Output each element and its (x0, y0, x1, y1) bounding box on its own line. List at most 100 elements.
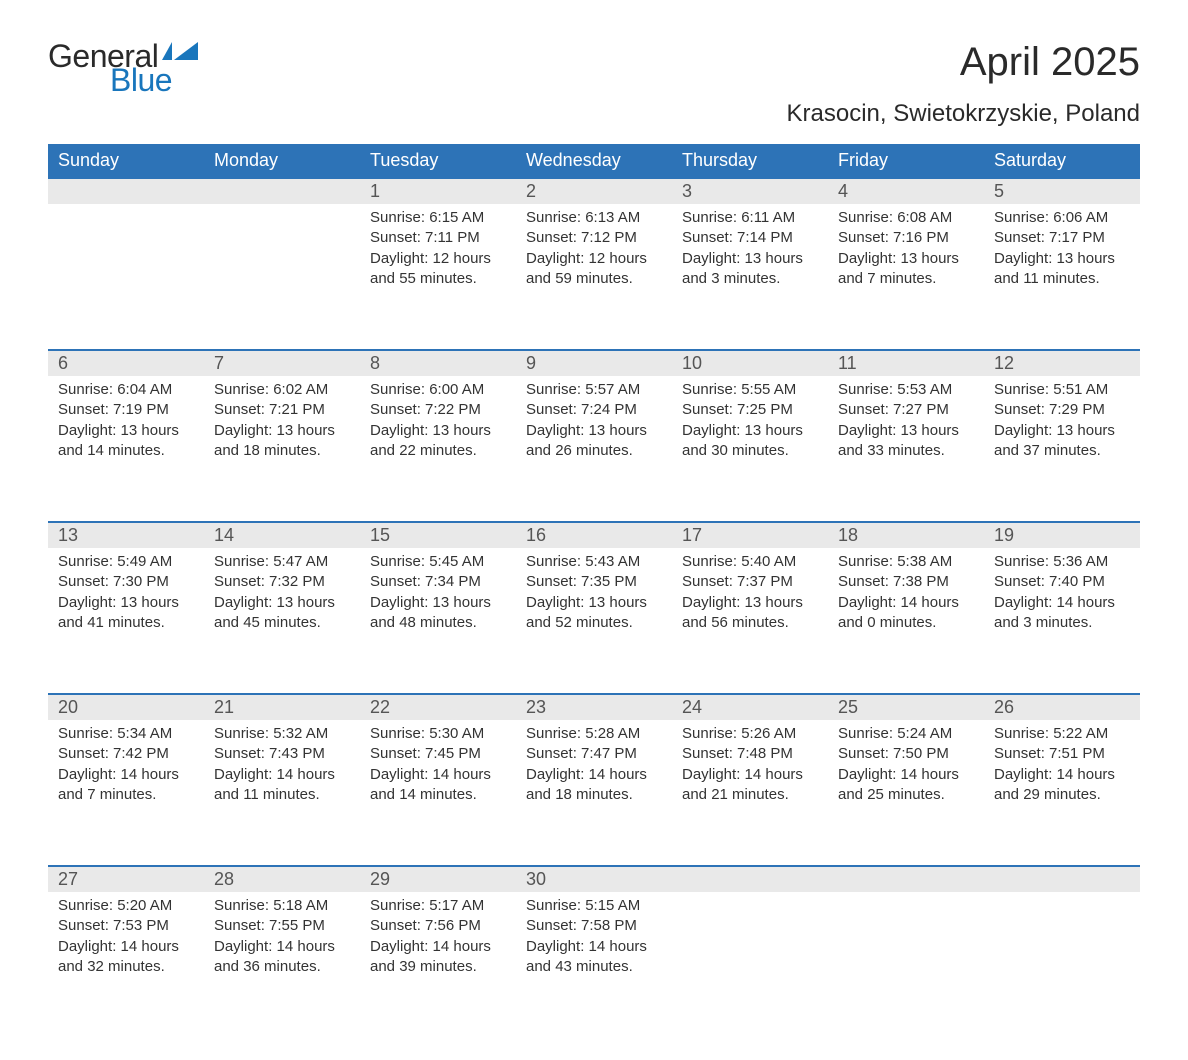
daylight-line: Daylight: 14 hours and 7 minutes. (58, 765, 194, 806)
week-daynum-row: 12345 (48, 178, 1140, 204)
day-number-cell: 11 (828, 350, 984, 376)
sunset-line: Sunset: 7:19 PM (58, 400, 194, 420)
day-header-row: Sunday Monday Tuesday Wednesday Thursday… (48, 144, 1140, 178)
day-body-cell (828, 892, 984, 1020)
sunset-line: Sunset: 7:55 PM (214, 916, 350, 936)
day-body-cell: Sunrise: 6:00 AMSunset: 7:22 PMDaylight:… (360, 376, 516, 504)
sunset-line: Sunset: 7:29 PM (994, 400, 1130, 420)
col-tuesday: Tuesday (360, 144, 516, 178)
sunset-line: Sunset: 7:53 PM (58, 916, 194, 936)
day-number-cell: 28 (204, 866, 360, 892)
day-number-cell: 15 (360, 522, 516, 548)
sunset-line: Sunset: 7:21 PM (214, 400, 350, 420)
daylight-line: Daylight: 13 hours and 3 minutes. (682, 249, 818, 290)
day-body: Sunrise: 6:15 AMSunset: 7:11 PMDaylight:… (360, 204, 516, 301)
day-body: Sunrise: 5:40 AMSunset: 7:37 PMDaylight:… (672, 548, 828, 645)
day-number-cell: 16 (516, 522, 672, 548)
day-number: 29 (360, 867, 516, 892)
sunset-line: Sunset: 7:27 PM (838, 400, 974, 420)
daylight-line: Daylight: 13 hours and 48 minutes. (370, 593, 506, 634)
day-number: 14 (204, 523, 360, 548)
daylight-line: Daylight: 13 hours and 14 minutes. (58, 421, 194, 462)
day-body-cell: Sunrise: 5:36 AMSunset: 7:40 PMDaylight:… (984, 548, 1140, 676)
sunrise-line: Sunrise: 6:15 AM (370, 208, 506, 228)
day-body-cell: Sunrise: 5:55 AMSunset: 7:25 PMDaylight:… (672, 376, 828, 504)
daylight-line: Daylight: 13 hours and 11 minutes. (994, 249, 1130, 290)
sunrise-line: Sunrise: 6:06 AM (994, 208, 1130, 228)
day-body-cell: Sunrise: 5:15 AMSunset: 7:58 PMDaylight:… (516, 892, 672, 1020)
day-body-cell: Sunrise: 5:24 AMSunset: 7:50 PMDaylight:… (828, 720, 984, 848)
day-number (48, 179, 204, 183)
day-number: 8 (360, 351, 516, 376)
day-body-cell: Sunrise: 6:11 AMSunset: 7:14 PMDaylight:… (672, 204, 828, 332)
sunrise-line: Sunrise: 5:22 AM (994, 724, 1130, 744)
day-body-cell: Sunrise: 5:38 AMSunset: 7:38 PMDaylight:… (828, 548, 984, 676)
day-number: 11 (828, 351, 984, 376)
day-number-cell: 4 (828, 178, 984, 204)
day-number-cell: 21 (204, 694, 360, 720)
sunset-line: Sunset: 7:45 PM (370, 744, 506, 764)
header: General Blue April 2025 (48, 40, 1140, 96)
daylight-line: Daylight: 12 hours and 59 minutes. (526, 249, 662, 290)
day-body: Sunrise: 5:57 AMSunset: 7:24 PMDaylight:… (516, 376, 672, 473)
day-number: 22 (360, 695, 516, 720)
sunset-line: Sunset: 7:42 PM (58, 744, 194, 764)
day-number-cell: 13 (48, 522, 204, 548)
week-body-row: Sunrise: 5:49 AMSunset: 7:30 PMDaylight:… (48, 548, 1140, 676)
daylight-line: Daylight: 14 hours and 36 minutes. (214, 937, 350, 978)
day-number-cell: 29 (360, 866, 516, 892)
daylight-line: Daylight: 14 hours and 25 minutes. (838, 765, 974, 806)
sunset-line: Sunset: 7:38 PM (838, 572, 974, 592)
sunrise-line: Sunrise: 6:04 AM (58, 380, 194, 400)
day-number-cell: 2 (516, 178, 672, 204)
sunrise-line: Sunrise: 5:47 AM (214, 552, 350, 572)
day-number: 16 (516, 523, 672, 548)
day-body: Sunrise: 5:30 AMSunset: 7:45 PMDaylight:… (360, 720, 516, 817)
day-number: 21 (204, 695, 360, 720)
day-number-cell (984, 866, 1140, 892)
day-body-cell: Sunrise: 5:53 AMSunset: 7:27 PMDaylight:… (828, 376, 984, 504)
day-number-cell: 10 (672, 350, 828, 376)
sunset-line: Sunset: 7:43 PM (214, 744, 350, 764)
day-body-cell: Sunrise: 5:47 AMSunset: 7:32 PMDaylight:… (204, 548, 360, 676)
day-number: 23 (516, 695, 672, 720)
day-number-cell: 23 (516, 694, 672, 720)
day-body-cell (984, 892, 1140, 1020)
day-number: 3 (672, 179, 828, 204)
sunrise-line: Sunrise: 5:45 AM (370, 552, 506, 572)
sunrise-line: Sunrise: 5:51 AM (994, 380, 1130, 400)
daylight-line: Daylight: 12 hours and 55 minutes. (370, 249, 506, 290)
day-body: Sunrise: 5:51 AMSunset: 7:29 PMDaylight:… (984, 376, 1140, 473)
col-monday: Monday (204, 144, 360, 178)
day-number-cell: 3 (672, 178, 828, 204)
sunset-line: Sunset: 7:12 PM (526, 228, 662, 248)
sunset-line: Sunset: 7:58 PM (526, 916, 662, 936)
col-thursday: Thursday (672, 144, 828, 178)
day-body: Sunrise: 5:26 AMSunset: 7:48 PMDaylight:… (672, 720, 828, 817)
day-body-cell: Sunrise: 6:02 AMSunset: 7:21 PMDaylight:… (204, 376, 360, 504)
day-number-cell (672, 866, 828, 892)
day-body: Sunrise: 5:55 AMSunset: 7:25 PMDaylight:… (672, 376, 828, 473)
day-number-cell (828, 866, 984, 892)
day-body: Sunrise: 5:53 AMSunset: 7:27 PMDaylight:… (828, 376, 984, 473)
day-body-cell (204, 204, 360, 332)
sunset-line: Sunset: 7:24 PM (526, 400, 662, 420)
week-body-row: Sunrise: 5:34 AMSunset: 7:42 PMDaylight:… (48, 720, 1140, 848)
sunset-line: Sunset: 7:32 PM (214, 572, 350, 592)
day-number-cell: 14 (204, 522, 360, 548)
day-number (828, 867, 984, 871)
day-number-cell: 9 (516, 350, 672, 376)
day-body-cell: Sunrise: 6:08 AMSunset: 7:16 PMDaylight:… (828, 204, 984, 332)
sunrise-line: Sunrise: 5:28 AM (526, 724, 662, 744)
day-body: Sunrise: 5:32 AMSunset: 7:43 PMDaylight:… (204, 720, 360, 817)
day-number: 26 (984, 695, 1140, 720)
day-body: Sunrise: 6:00 AMSunset: 7:22 PMDaylight:… (360, 376, 516, 473)
week-daynum-row: 13141516171819 (48, 522, 1140, 548)
day-number: 4 (828, 179, 984, 204)
daylight-line: Daylight: 14 hours and 29 minutes. (994, 765, 1130, 806)
day-body-cell: Sunrise: 5:40 AMSunset: 7:37 PMDaylight:… (672, 548, 828, 676)
sunset-line: Sunset: 7:11 PM (370, 228, 506, 248)
day-number-cell: 18 (828, 522, 984, 548)
sunset-line: Sunset: 7:48 PM (682, 744, 818, 764)
week-body-row: Sunrise: 6:15 AMSunset: 7:11 PMDaylight:… (48, 204, 1140, 332)
